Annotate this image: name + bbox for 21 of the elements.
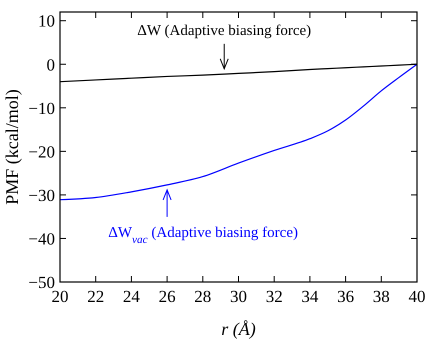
x-tick-label: 28: [194, 287, 212, 306]
y-axis-title: PMF (kcal/mol): [2, 89, 22, 205]
y-tick-label: 0: [46, 55, 55, 74]
y-tick-label: −30: [28, 186, 55, 205]
x-tick-label: 26: [158, 287, 176, 306]
annotation: ΔW (Adaptive biasing force): [137, 22, 312, 39]
x-tick-label: 38: [372, 287, 390, 306]
line-series: [59, 64, 418, 200]
x-tick-label: 22: [87, 287, 104, 306]
x-tick-label: 34: [301, 287, 319, 306]
annotation: ΔW$_{vac}$ (Adaptive biasing force): [108, 224, 298, 246]
y-tick-label: −10: [28, 98, 55, 118]
x-tick-label: 40: [408, 287, 426, 306]
x-tick-label: 36: [337, 287, 354, 306]
y-tick-label: −20: [28, 142, 55, 162]
y-tick-label: 10: [38, 12, 55, 31]
x-tick-label: 24: [122, 287, 140, 306]
x-tick-label: 32: [266, 287, 283, 306]
x-tick-label: 30: [230, 287, 247, 306]
x-axis-title: r (Å): [221, 319, 256, 339]
y-tick-label: −40: [28, 229, 55, 248]
